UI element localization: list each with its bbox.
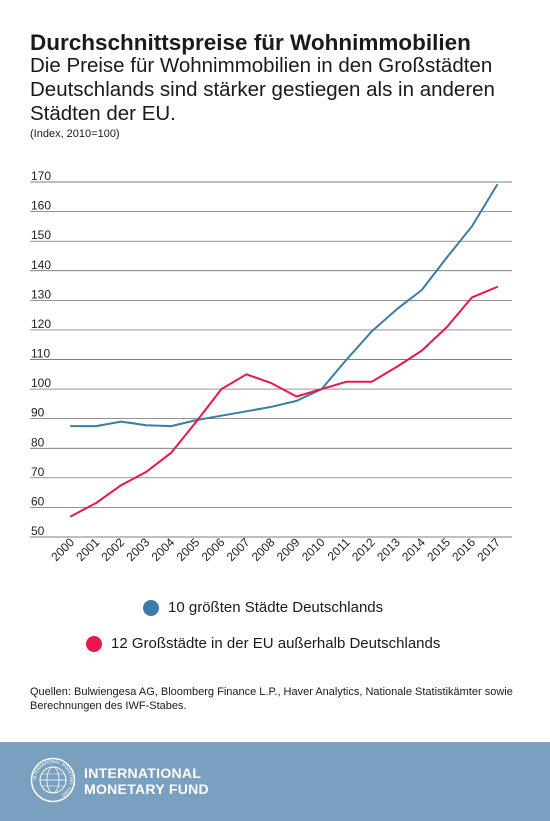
y-tick-label-110: 110 [31, 347, 50, 361]
x-tick-label-2016: 2016 [449, 535, 478, 564]
series-line-0 [70, 184, 498, 428]
legend-swatch-germany [143, 600, 159, 616]
legend-label-germany: 10 größten Städte Deutschlands [168, 599, 384, 616]
x-tick-label-2011: 2011 [325, 535, 353, 563]
y-tick-label-160: 160 [31, 199, 51, 213]
imf-footer: INTERNATIONAL MONETARY FUND INTERNATIONA… [0, 742, 550, 821]
chart-title: Durchschnittspreise für Wohnimmobilien [30, 30, 471, 55]
x-tick-label-2004: 2004 [149, 535, 178, 564]
y-tick-label-80: 80 [31, 435, 45, 449]
legend-label-eu: 12 Großstädte in der EU außerhalb Deutsc… [111, 635, 441, 652]
y-tick-label-90: 90 [31, 406, 45, 420]
x-tick-label-2006: 2006 [199, 535, 228, 564]
logo-line-2: MONETARY FUND [84, 781, 209, 797]
y-tick-label-60: 60 [31, 494, 45, 508]
x-tick-label-2001: 2001 [73, 535, 102, 564]
x-tick-label-2008: 2008 [249, 535, 278, 564]
y-tick-label-50: 50 [31, 524, 45, 538]
y-tick-label-150: 150 [31, 228, 51, 242]
index-note: (Index, 2010=100) [30, 128, 120, 140]
y-tick-label-130: 130 [31, 287, 51, 301]
sources-note: Quellen: Bulwiengesa AG, Bloomberg Finan… [30, 686, 513, 712]
imf-seal-icon: INTERNATIONAL MONETARY FUND [30, 757, 76, 803]
x-tick-label-2012: 2012 [349, 535, 378, 564]
x-tick-label-2009: 2009 [274, 535, 303, 564]
x-tick-label-2005: 2005 [174, 535, 203, 564]
x-tick-label-2014: 2014 [399, 535, 428, 564]
line-chart: 5060708090100110120130140150160170200020… [30, 170, 512, 564]
x-tick-label-2002: 2002 [98, 535, 127, 564]
chart-subtitle: Die Preise für Wohnimmobilien in den Gro… [30, 54, 495, 125]
x-tick-label-2000: 2000 [48, 535, 77, 564]
series-line-1 [70, 286, 498, 518]
x-tick-label-2015: 2015 [424, 535, 453, 564]
logo-line-1: INTERNATIONAL [84, 765, 202, 781]
x-tick-label-2010: 2010 [299, 535, 328, 564]
x-tick-label-2017: 2017 [474, 535, 503, 564]
y-tick-label-70: 70 [31, 465, 45, 479]
y-tick-label-170: 170 [31, 170, 51, 183]
imf-logo-text: INTERNATIONAL MONETARY FUND [84, 765, 209, 797]
x-tick-label-2007: 2007 [224, 535, 253, 564]
y-tick-label-140: 140 [31, 258, 51, 272]
y-tick-label-120: 120 [31, 317, 51, 331]
y-tick-label-100: 100 [31, 376, 51, 390]
x-tick-label-2013: 2013 [374, 535, 403, 564]
legend-swatch-eu [86, 636, 102, 652]
x-tick-label-2003: 2003 [124, 535, 153, 564]
